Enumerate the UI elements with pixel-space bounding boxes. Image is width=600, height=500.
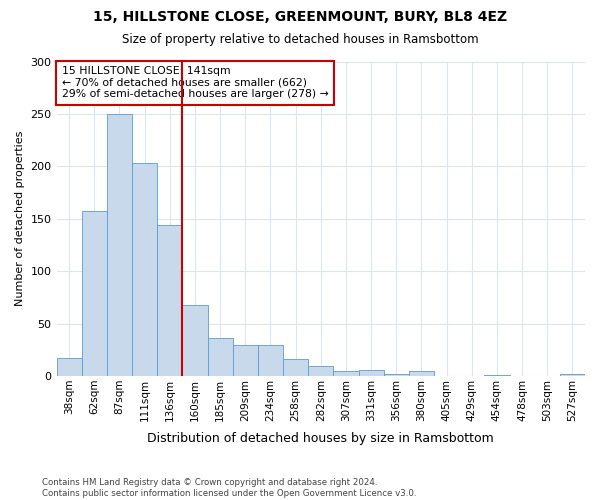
Bar (82, 212, 107, 376)
Text: 15 HILLSTONE CLOSE: 141sqm
← 70% of detached houses are smaller (662)
29% of sem: 15 HILLSTONE CLOSE: 141sqm ← 70% of deta… (62, 66, 329, 100)
Bar (308, 366, 334, 376)
Bar (283, 359, 308, 376)
Bar (383, 374, 409, 376)
Bar (484, 375, 509, 376)
Bar (258, 344, 283, 376)
Text: 15, HILLSTONE CLOSE, GREENMOUNT, BURY, BL8 4EZ: 15, HILLSTONE CLOSE, GREENMOUNT, BURY, B… (93, 10, 507, 24)
Bar (56, 358, 82, 376)
Bar (359, 370, 383, 376)
Text: Contains HM Land Registry data © Crown copyright and database right 2024.
Contai: Contains HM Land Registry data © Crown c… (42, 478, 416, 498)
Bar (560, 374, 585, 376)
Bar (157, 225, 182, 376)
Bar (208, 338, 233, 376)
Bar (107, 114, 132, 376)
Bar (409, 370, 434, 376)
Y-axis label: Number of detached properties: Number of detached properties (15, 131, 25, 306)
Bar (233, 344, 258, 376)
X-axis label: Distribution of detached houses by size in Ramsbottom: Distribution of detached houses by size … (148, 432, 494, 445)
Text: Size of property relative to detached houses in Ramsbottom: Size of property relative to detached ho… (122, 32, 478, 46)
Bar (182, 304, 208, 376)
Bar (334, 370, 359, 376)
Bar (132, 163, 157, 376)
